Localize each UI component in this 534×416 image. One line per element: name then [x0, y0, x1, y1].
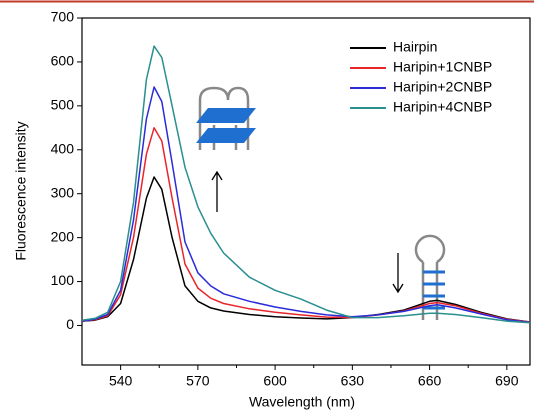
- y-axis-label: Fluorescence intensity: [13, 121, 29, 260]
- y-tick-label: 400: [51, 140, 75, 156]
- legend-label: Haripin+4CNBP: [393, 99, 492, 115]
- x-tick-label: 630: [341, 373, 365, 389]
- legend-label: Haripin+2CNBP: [393, 79, 492, 95]
- hairpin-icon: [414, 234, 446, 320]
- quadruplex-icon: [196, 86, 256, 150]
- series-line: [81, 45, 531, 324]
- series-line: [81, 176, 531, 323]
- arrow-down: [392, 253, 404, 294]
- y-tick-label: 700: [51, 9, 75, 25]
- y-tick-label: 0: [66, 316, 74, 332]
- legend-label: Hairpin: [393, 39, 437, 55]
- series-line: [81, 86, 531, 324]
- x-tick-label: 690: [495, 373, 519, 389]
- y-tick-label: 300: [51, 184, 75, 200]
- x-tick-label: 540: [109, 373, 133, 389]
- y-tick-label: 100: [51, 272, 75, 288]
- series-line: [81, 127, 531, 323]
- y-tick-label: 500: [51, 97, 75, 113]
- arrow-up: [211, 170, 223, 212]
- x-tick-label: 600: [263, 373, 287, 389]
- legend-label: Haripin+1CNBP: [393, 59, 492, 75]
- x-tick-label: 660: [418, 373, 442, 389]
- x-tick-label: 570: [186, 373, 210, 389]
- y-tick-label: 200: [51, 228, 75, 244]
- x-axis-label: Wavelength (nm): [249, 394, 355, 410]
- plot-frame: [81, 17, 531, 366]
- y-tick-label: 600: [51, 53, 75, 69]
